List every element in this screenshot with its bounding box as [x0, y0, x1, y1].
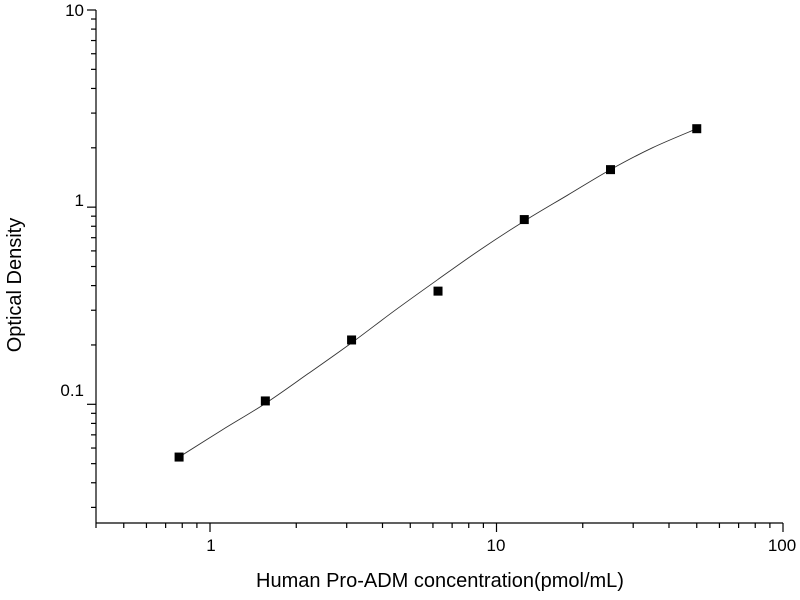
data-point-0 — [174, 452, 184, 462]
data-point-6 — [692, 124, 702, 134]
x-axis-ticks — [95, 523, 784, 532]
y-tick-label-10: 10 — [65, 1, 84, 20]
x-tick-label-1: 1 — [206, 536, 215, 555]
data-point-1 — [260, 396, 270, 406]
y-axis-ticks — [87, 9, 96, 508]
data-point-5 — [606, 165, 616, 175]
x-tick-label-10: 10 — [487, 536, 506, 555]
data-point-2 — [347, 335, 357, 345]
data-point-3 — [433, 286, 443, 296]
y-axis-title: Optical Density — [4, 218, 26, 353]
x-tick-label-100: 100 — [768, 536, 796, 555]
y-tick-label-0.1: 0.1 — [60, 381, 84, 400]
data-points — [174, 124, 702, 462]
x-axis-title: Human Pro-ADM concentration(pmol/mL) — [256, 570, 624, 592]
data-point-4 — [519, 215, 529, 225]
y-tick-label-1: 1 — [75, 191, 84, 210]
